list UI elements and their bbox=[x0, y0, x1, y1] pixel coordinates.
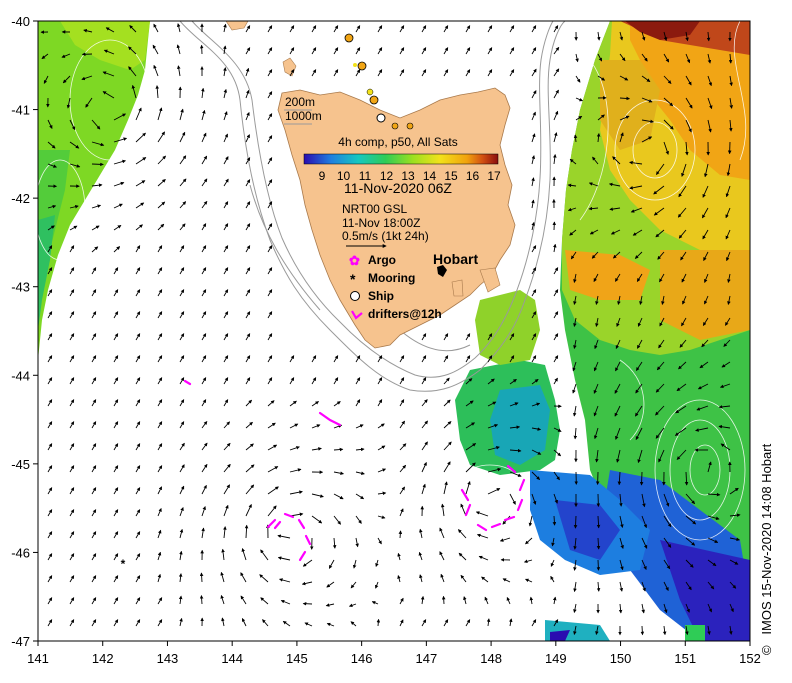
current-arrow bbox=[92, 164, 103, 165]
x-tick-label: 144 bbox=[221, 651, 243, 666]
current-arrow bbox=[554, 516, 555, 525]
y-tick-label: -44 bbox=[11, 368, 30, 383]
y-axis: -40 -41 -42 -43 -44 -45 -46 -47 bbox=[11, 14, 38, 649]
x-axis: 141 142 143 144 145 146 147 148 149 150 151 152 bbox=[27, 641, 761, 666]
argo-label: Argo bbox=[368, 253, 396, 267]
x-tick-label: 141 bbox=[27, 651, 49, 666]
product-title: 4h comp, p50, All Sats bbox=[338, 135, 457, 149]
ship-markers bbox=[377, 114, 385, 122]
current-arrow bbox=[598, 560, 599, 570]
current-arrow bbox=[201, 573, 202, 582]
current-arrow bbox=[575, 516, 576, 528]
current-arrow bbox=[642, 626, 643, 635]
current-arrow bbox=[444, 596, 445, 604]
legend-1000m: 1000m bbox=[285, 109, 322, 123]
x-tick-label: 148 bbox=[480, 651, 502, 666]
y-tick-label: -45 bbox=[11, 457, 30, 472]
mooring-label: Mooring bbox=[368, 271, 415, 285]
y-tick-label: -42 bbox=[11, 191, 30, 206]
y-tick-label: -43 bbox=[11, 280, 30, 295]
argo-symbol: ✿ bbox=[349, 253, 360, 268]
ship-symbol bbox=[351, 292, 360, 301]
current-arrow bbox=[400, 531, 401, 538]
date-label: 11-Nov-2020 06Z bbox=[344, 180, 452, 196]
colorbar-tick-label: 17 bbox=[487, 169, 501, 183]
current-arrow bbox=[378, 619, 379, 626]
x-tick-label: 151 bbox=[674, 651, 696, 666]
drifters-label: drifters@12h bbox=[368, 307, 442, 321]
x-tick-label: 145 bbox=[286, 651, 308, 666]
colorbar-tick-label: 16 bbox=[466, 169, 480, 183]
y-tick-label: -47 bbox=[11, 634, 30, 649]
mooring-marker: * bbox=[121, 557, 126, 571]
x-tick-label: 152 bbox=[739, 651, 761, 666]
mooring-markers: * bbox=[121, 557, 126, 571]
altimetry-label: NRT00 GSL bbox=[342, 202, 407, 216]
altimetry-time: 11-Nov 18:00Z bbox=[342, 216, 421, 230]
current-arrow bbox=[201, 596, 202, 604]
ship-label: Ship bbox=[368, 289, 394, 303]
mooring-symbol: * bbox=[350, 271, 356, 287]
colorbar bbox=[304, 154, 498, 164]
y-tick-label: -46 bbox=[11, 545, 30, 560]
x-tick-label: 143 bbox=[157, 651, 179, 666]
ship-marker bbox=[377, 114, 385, 122]
x-tick-label: 146 bbox=[351, 651, 373, 666]
legend-200m: 200m bbox=[285, 95, 315, 109]
x-tick-label: 149 bbox=[545, 651, 567, 666]
copyright-symbol: © bbox=[759, 645, 774, 655]
scale-label: 0.5m/s (1kt 24h) bbox=[342, 229, 429, 243]
y-tick-label: -40 bbox=[11, 14, 30, 29]
x-tick-label: 142 bbox=[92, 651, 114, 666]
hobart-label: Hobart bbox=[433, 251, 478, 267]
current-arrow bbox=[642, 472, 643, 485]
x-tick-label: 147 bbox=[416, 651, 438, 666]
copyright-credit: © IMOS 15-Nov-2020 14:08 Hobart bbox=[759, 444, 774, 655]
y-tick-label: -41 bbox=[11, 103, 30, 118]
credit-text: IMOS 15-Nov-2020 14:08 Hobart bbox=[759, 444, 774, 635]
x-tick-label: 150 bbox=[610, 651, 632, 666]
colorbar-tick-label: 9 bbox=[319, 169, 326, 183]
